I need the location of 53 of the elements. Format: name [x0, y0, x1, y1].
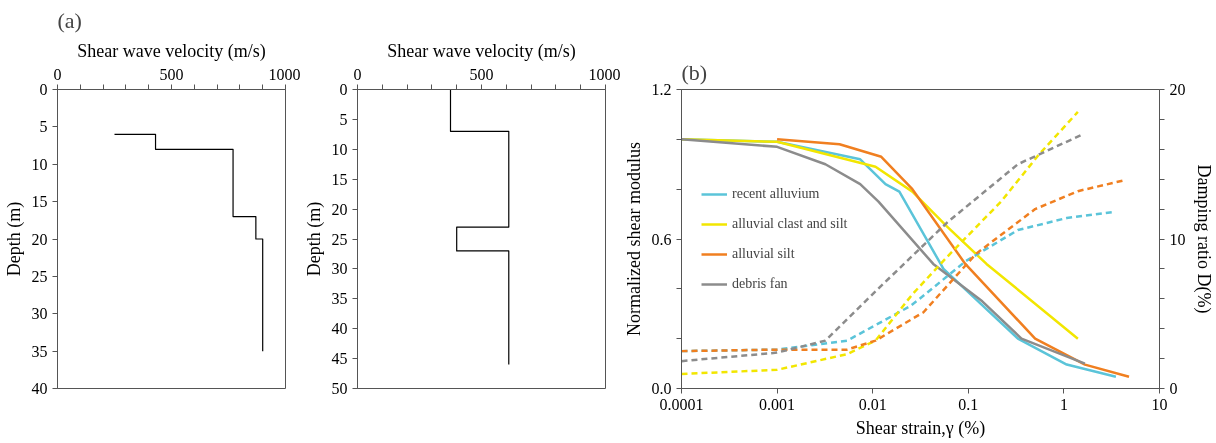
y-tick-label: 0: [39, 81, 48, 98]
y-axis-title: Normalized shear modulus: [623, 142, 644, 336]
y2-axis-title: Damping ratio D(%): [1192, 164, 1214, 314]
y-axis-title: Depth (m): [3, 201, 25, 277]
y-tick-label: 15: [31, 193, 48, 211]
y-tick-label: 15: [331, 170, 348, 188]
y-tick-label: 5: [39, 118, 48, 136]
y-tick-label: 35: [31, 342, 48, 360]
x-tick-label: 1000: [268, 65, 301, 83]
x-tick-label: 1000: [588, 65, 621, 83]
y-tick-label: 0: [339, 81, 348, 98]
text: (b): [681, 59, 708, 85]
x-axis-title: Shear strain,γ (%): [855, 417, 986, 439]
x-tick-label: 0.01: [858, 395, 887, 413]
legend-label: recent alluvium: [732, 185, 820, 202]
x-tick-label: 0.1: [958, 395, 979, 413]
y-tick-label: 25: [31, 267, 48, 285]
y-tick-label: 45: [331, 350, 348, 368]
y-tick-label: 20: [31, 230, 48, 248]
y-tick-label: 5: [339, 110, 348, 128]
x-tick-label: 10: [1151, 395, 1168, 413]
x-tick-label: 0: [353, 65, 362, 83]
y-tick-label: 0.6: [651, 230, 672, 248]
line-series: [449, 89, 510, 366]
y-tick-label: 0.0: [651, 380, 672, 397]
y-tick-label: 25: [331, 230, 348, 248]
x-tick-label: 500: [469, 65, 494, 83]
y-tick-label: 40: [331, 320, 348, 338]
y-tick-label: 50: [331, 380, 348, 397]
x-axis-title: Shear wave velocity (m/s): [77, 40, 266, 62]
x-axis-title: Shear wave velocity (m/s): [387, 40, 576, 62]
y-tick-label: 10: [31, 155, 48, 173]
x-tick-label: 500: [159, 65, 184, 83]
line-series: [113, 133, 264, 352]
y2-tick-label: 0: [1169, 380, 1178, 397]
x-tick-label: 0: [53, 65, 62, 83]
y-tick-label: 30: [331, 260, 348, 278]
y-tick-label: 10: [331, 140, 348, 158]
legend-label: alluvial silt: [732, 245, 795, 262]
y-axis-title: Depth (m): [303, 201, 325, 277]
y-tick-label: 40: [31, 380, 48, 397]
y2-tick-label: 10: [1169, 230, 1186, 248]
x-tick-label: 1: [1059, 395, 1068, 413]
legend-label: alluvial clast and silt: [732, 215, 848, 232]
y-tick-label: 1.2: [651, 81, 672, 98]
text: (a): [57, 7, 82, 33]
legend-label: debris fan: [732, 275, 788, 292]
y-tick-label: 20: [331, 200, 348, 218]
x-tick-label: 0.001: [759, 395, 796, 413]
y-tick-label: 35: [331, 290, 348, 308]
x-tick-label: 0.0001: [659, 395, 704, 413]
y-tick-label: 30: [31, 305, 48, 323]
y2-tick-label: 20: [1169, 81, 1186, 98]
